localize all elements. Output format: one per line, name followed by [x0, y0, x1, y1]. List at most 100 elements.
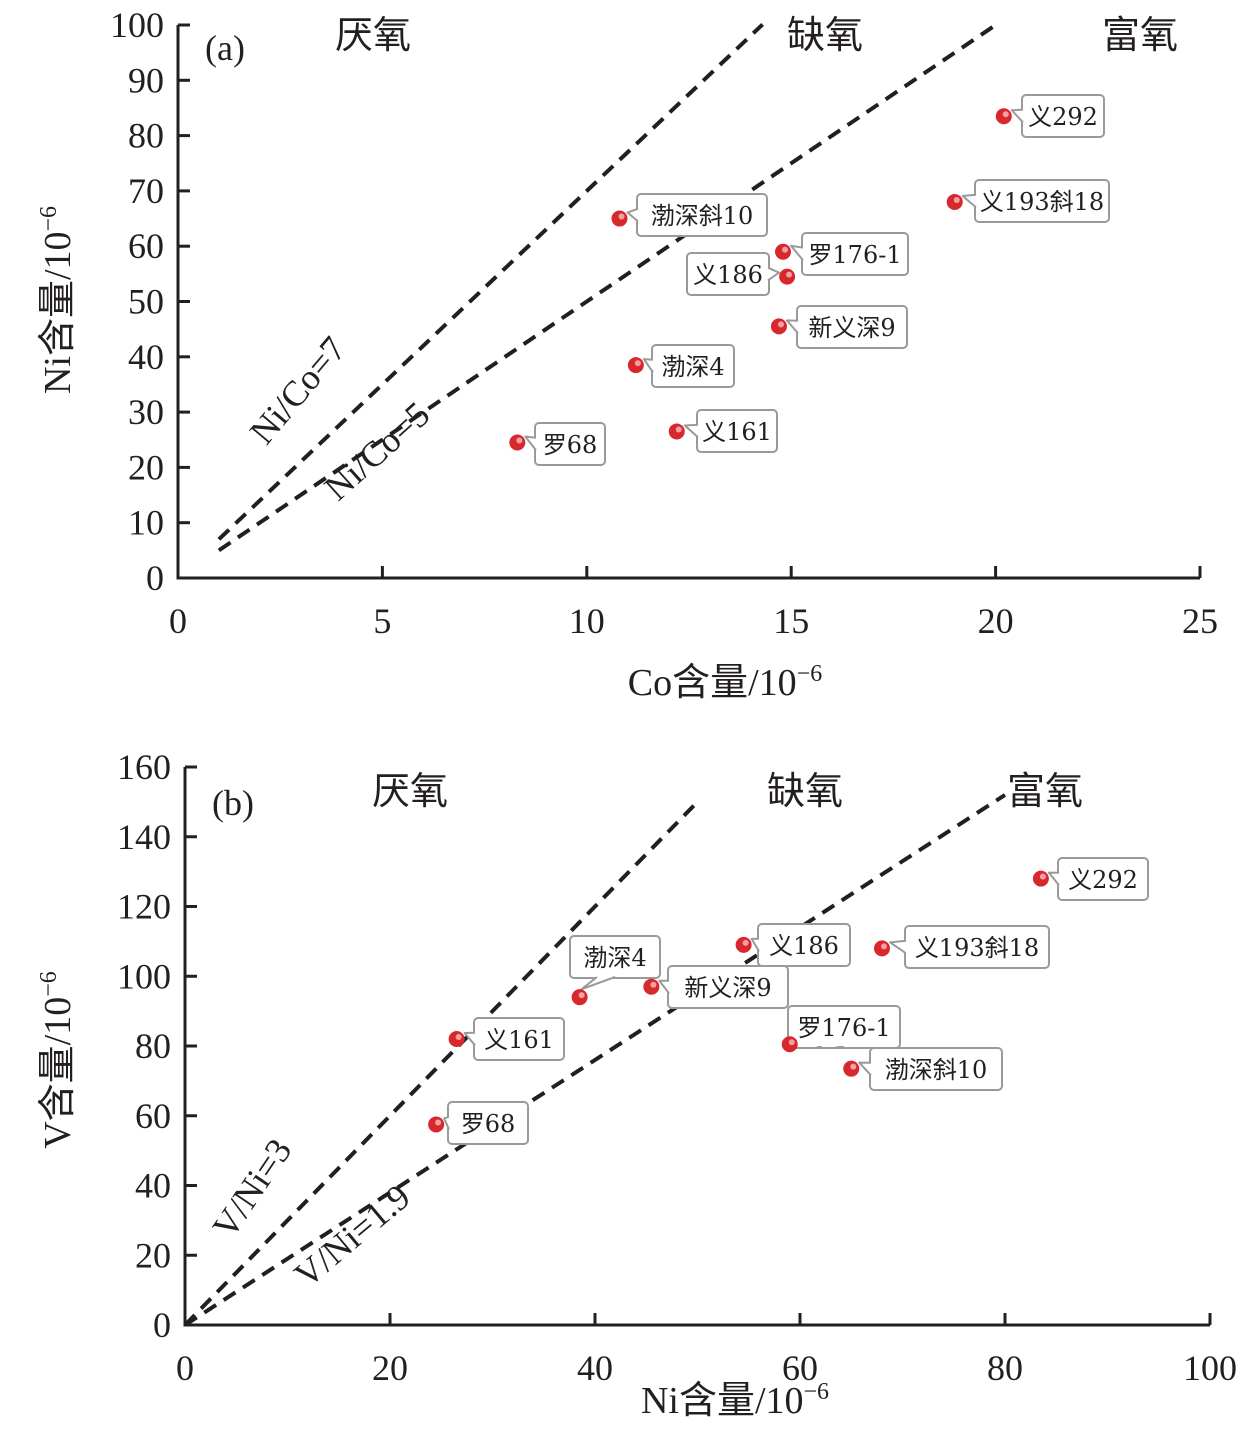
point-label-fill: [907, 928, 1047, 966]
ratio-line: [183, 793, 1007, 1327]
data-point-highlight: [1002, 111, 1009, 118]
data-point-highlight: [675, 426, 682, 433]
x-tick-label: 60: [782, 1348, 818, 1388]
y-tick-label: 0: [146, 558, 164, 598]
y-axis-title-text: V含量/10: [37, 997, 79, 1149]
x-tick-label: 0: [176, 1348, 194, 1388]
y-tick-label: 10: [128, 503, 164, 543]
data-point-group: 义193斜18: [874, 925, 1050, 969]
point-label-fill: [537, 425, 603, 463]
point-label-pointer: [683, 423, 699, 439]
data-point-group: 罗68: [509, 422, 606, 466]
x-tick-label: 20: [372, 1348, 408, 1388]
point-label: 义193斜18: [980, 188, 1104, 216]
x-tick-label: 40: [577, 1348, 613, 1388]
point-label: 义186: [769, 932, 839, 960]
point-label-pointer: [443, 1115, 450, 1130]
point-label-pointer: [750, 937, 760, 952]
data-point-group: 罗176-1: [775, 232, 909, 276]
y-axis-title-superscript: −6: [36, 206, 62, 232]
data-point-group: 义193斜18: [946, 179, 1110, 223]
y-tick-label: 70: [128, 171, 164, 211]
ratio-line-label: V/Ni=1.9: [287, 1176, 418, 1295]
y-tick-label: 120: [117, 887, 171, 927]
data-point-group: 义292: [1032, 857, 1149, 901]
x-tick-label: 0: [169, 601, 187, 641]
y-tick-label: 40: [128, 337, 164, 377]
chart-panel-b: 0 20 40 60 80 100 0 20 40 60 80 100 120 140 160 Ni含量/10…: [36, 747, 1237, 1422]
data-point-highlight: [742, 939, 749, 946]
x-tick-label: 20: [978, 601, 1014, 641]
point-label-fill: [450, 1104, 526, 1142]
x-axis-title-superscript: −6: [797, 661, 823, 687]
point-label-fill: [1060, 860, 1146, 898]
data-point-group: 渤深4: [569, 935, 661, 1006]
y-axis-title-text: Ni含量/10: [37, 231, 79, 394]
point-label: 罗68: [461, 1110, 516, 1138]
point-label-fill: [689, 255, 767, 293]
x-tick-label: 5: [373, 601, 391, 641]
point-label-fill: [670, 968, 786, 1006]
point-label-pointer: [961, 193, 977, 209]
point-label-pointer: [1047, 871, 1060, 886]
y-tick-label: 0: [153, 1305, 171, 1345]
x-axis-title-text: Co含量/10: [628, 662, 797, 704]
ratio-line: [183, 800, 699, 1327]
ratio-line: [217, 23, 997, 553]
data-point-highlight: [516, 437, 523, 444]
point-label-pointer: [1010, 108, 1024, 123]
point-label-fill: [790, 1008, 898, 1046]
x-tick-label: 100: [1183, 1348, 1237, 1388]
y-axis-title: Ni含量/10−6: [36, 206, 79, 394]
point-label-fill: [799, 308, 905, 346]
x-axis-title-superscript: −6: [804, 1379, 830, 1405]
region-label: 缺氧: [767, 769, 843, 813]
data-point-group: 新义深9: [770, 305, 908, 349]
x-tick-label: 15: [773, 601, 809, 641]
y-tick-label: 20: [128, 447, 164, 487]
point-label: 义292: [1068, 866, 1138, 894]
data-point-highlight: [953, 196, 960, 203]
y-tick-label: 50: [128, 282, 164, 322]
ratio-line-label: Ni/Co=5: [317, 394, 438, 508]
data-point-highlight: [881, 943, 887, 950]
data-point-group: 义186: [735, 923, 851, 967]
y-tick-label: 160: [117, 747, 171, 787]
y-tick-label: 90: [128, 60, 164, 100]
data-point-group: 义186: [686, 252, 796, 296]
data-point-highlight: [850, 1063, 857, 1070]
y-tick-label: 30: [128, 392, 164, 432]
point-label-fill: [1024, 97, 1102, 135]
point-label-pointer: [767, 266, 781, 282]
y-tick-label: 80: [135, 1026, 171, 1066]
data-point-highlight: [578, 992, 585, 999]
y-tick-label: 80: [128, 116, 164, 156]
x-axis-title: Co含量/10−6: [628, 661, 822, 704]
point-label-pointer: [790, 244, 804, 261]
point-label-pointer: [642, 358, 654, 373]
point-label: 义161: [702, 418, 772, 446]
data-point-group: 新义深9: [643, 965, 789, 1009]
panel-label: (b): [212, 783, 254, 823]
point-label-pointer: [626, 207, 639, 223]
data-point-group: 渤深斜10: [611, 193, 768, 237]
ratio-line-label: V/Ni=3: [205, 1131, 300, 1245]
data-point-group: 罗68: [428, 1101, 529, 1145]
point-label-fill: [977, 182, 1107, 220]
data-point-group: 义161: [668, 409, 778, 453]
point-label-pointer: [463, 1031, 476, 1046]
point-label: 义193斜18: [915, 934, 1039, 962]
y-tick-label: 100: [110, 5, 164, 45]
y-tick-label: 40: [135, 1166, 171, 1206]
x-tick-label: 10: [569, 601, 605, 641]
data-point-group: 义161: [448, 1017, 565, 1061]
data-point-highlight: [435, 1119, 442, 1126]
point-label-pointer: [858, 1061, 872, 1076]
data-point-highlight: [455, 1034, 462, 1041]
point-label-fill: [572, 938, 658, 976]
panel-label: (a): [205, 28, 245, 68]
data-point-group: 渤深斜10: [843, 1047, 1003, 1091]
point-label: 新义深9: [808, 314, 895, 342]
x-axis-title-text: Ni含量/10: [641, 1380, 804, 1422]
point-label: 渤深斜10: [651, 202, 754, 230]
